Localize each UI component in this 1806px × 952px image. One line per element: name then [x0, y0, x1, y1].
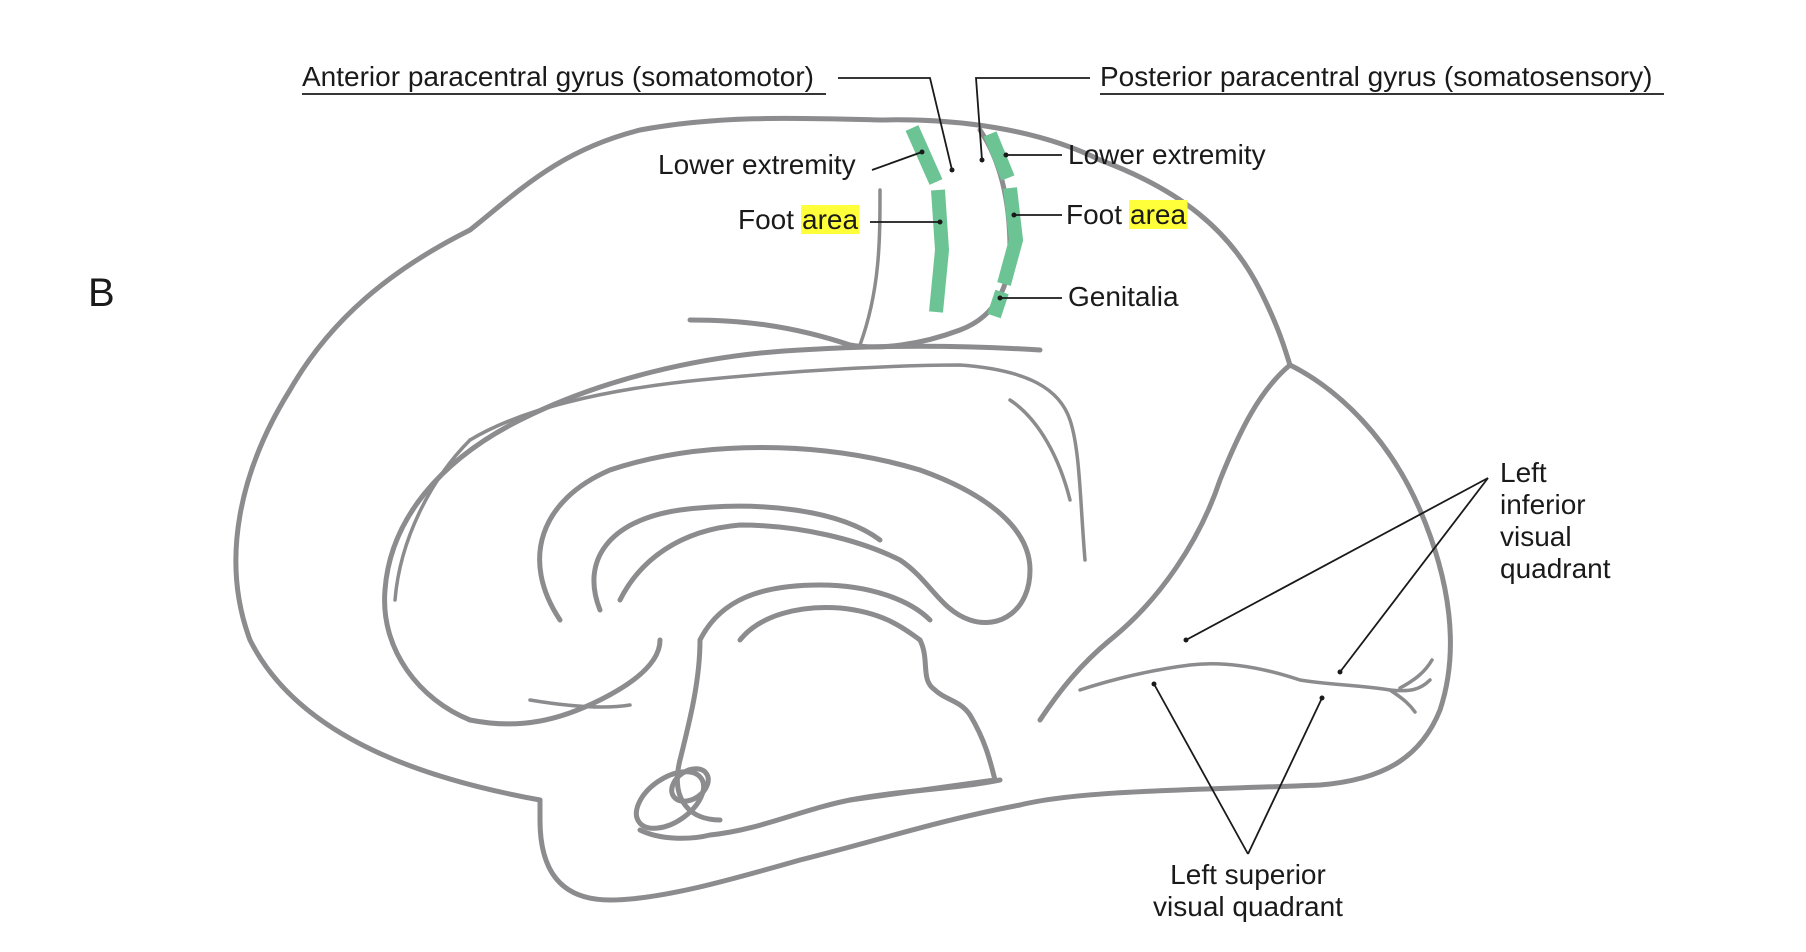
lower-extremity-left-dot [919, 149, 925, 155]
labels: Anterior paracentral gyrus (somatomotor)… [302, 61, 1652, 922]
left-inferior-line-4: quadrant [1500, 553, 1611, 584]
foot-left-label: Foot area [738, 204, 859, 235]
left-superior-line-2: visual quadrant [1153, 891, 1343, 922]
foot-left-highlight-bg [801, 205, 860, 234]
foot-left-highlight: area [802, 204, 858, 235]
leader-lines [302, 77, 1664, 855]
foot-right-highlight: area [1130, 199, 1186, 230]
posterior-strip-foot [997, 187, 1024, 286]
thalamus [847, 637, 998, 803]
uncus [637, 777, 1003, 841]
anterior-strip-foot [929, 189, 950, 313]
lower-extremity-right-label: Lower extremity [1068, 139, 1266, 170]
optic-chiasm [633, 769, 707, 831]
cingulate-sulcus-branch [1008, 398, 1072, 502]
foot-right-highlight-bg [1129, 200, 1188, 229]
fornix-inner [737, 605, 923, 643]
calcarine-sulcus [1078, 661, 1432, 693]
lower-extremity-left-label: Lower extremity [658, 149, 856, 180]
callosal-sulcus [528, 698, 632, 709]
foot-left-dot [937, 219, 943, 225]
hemisphere-outline [233, 115, 1453, 903]
lower-extremity-left-leader [871, 151, 923, 171]
corpus-callosum-inner [591, 503, 883, 613]
posterior-gyrus-label: Posterior paracentral gyrus (somatosenso… [1100, 61, 1652, 92]
left-inferior-leader-1 [1185, 477, 1489, 641]
cingulate-gyrus [382, 343, 1043, 723]
foot-right-label: Foot area [1066, 199, 1187, 230]
left-superior-leader-2 [1247, 697, 1323, 855]
foot-right-prefix: Foot [1066, 199, 1122, 230]
left-inferior-line-2: inferior [1500, 489, 1586, 520]
genitalia-label: Genitalia [1068, 281, 1179, 312]
posterior-gyrus-dot [979, 157, 985, 163]
left-inferior-line-1: Left [1500, 457, 1547, 488]
left-superior-dot-2 [1319, 695, 1325, 701]
frontal-sulcus [393, 438, 472, 602]
lower-extremity-right-dot [1003, 152, 1009, 158]
posterior-strip-genitalia [987, 289, 1009, 319]
left-inferior-line-3: visual [1500, 521, 1572, 552]
posterior-strip-lower-extremity [983, 131, 1015, 181]
anterior-gyrus-leader [838, 77, 953, 171]
anterior-gyrus-label: Anterior paracentral gyrus (somatomotor) [302, 61, 814, 92]
brain-outline [233, 115, 1453, 903]
fornix [697, 582, 933, 643]
left-superior-line-1: Left superior [1170, 859, 1326, 890]
calcarine-branch-2 [1398, 658, 1434, 690]
panel-letter: B [88, 271, 115, 315]
left-inferior-dot-1 [1183, 637, 1189, 643]
anterior-gyrus-dot [949, 167, 955, 173]
corpus-callosum-outer [537, 445, 1033, 626]
calcarine-branch [1388, 688, 1417, 714]
foot-left-prefix: Foot [738, 204, 794, 235]
left-superior-leader-1 [1153, 683, 1249, 855]
left-superior-dot-1 [1151, 681, 1157, 687]
cingulate-lower [467, 637, 663, 727]
posterior-gyrus-leader [975, 77, 1090, 161]
brainstem-top [674, 637, 723, 823]
left-inferior-leader-2 [1339, 477, 1489, 673]
cingulate-sulcus [468, 363, 1087, 562]
anterior-strip-lower-extremity [905, 125, 943, 185]
genitalia-dot [997, 295, 1003, 301]
mammillary-body [669, 766, 711, 804]
paracentral-sulcus [858, 188, 882, 347]
foot-right-dot [1011, 212, 1017, 218]
parieto-occipital-sulcus [1037, 362, 1293, 723]
left-inferior-dot-2 [1337, 669, 1343, 675]
